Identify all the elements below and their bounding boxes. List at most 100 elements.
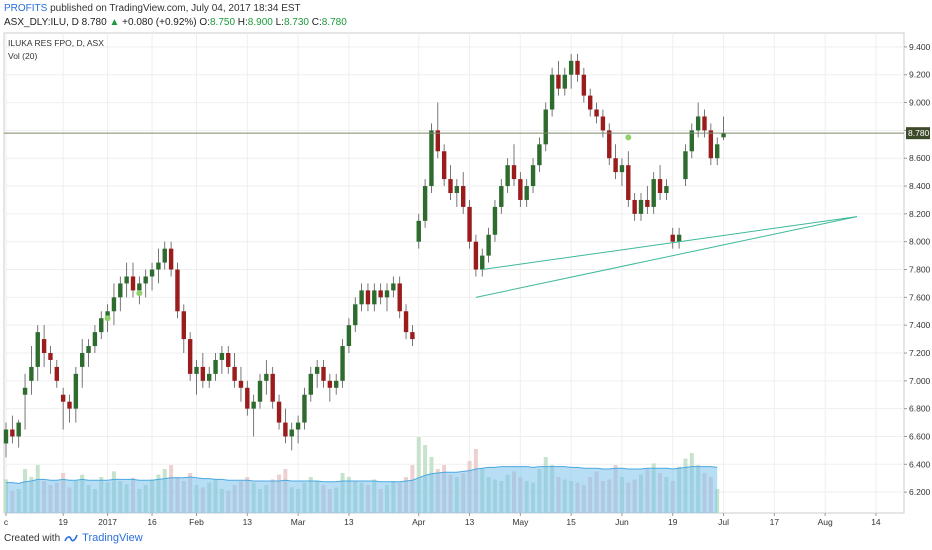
candle-body — [54, 366, 59, 381]
candle-body — [575, 60, 580, 75]
tradingview-brand[interactable]: TradingView — [82, 532, 143, 544]
close-value: 8.780 — [321, 17, 347, 28]
candle — [156, 248, 161, 284]
candle — [410, 325, 415, 347]
candle — [632, 193, 637, 221]
time-tick-label: 13 — [465, 517, 475, 527]
candle-body — [308, 373, 313, 395]
candle — [645, 186, 650, 214]
candle — [613, 144, 618, 180]
candle-body — [80, 353, 85, 367]
candle-body — [562, 74, 567, 89]
candle-body — [29, 366, 34, 381]
candle-body — [461, 186, 466, 207]
candle-body — [111, 297, 117, 312]
candle — [403, 304, 409, 340]
candle-body — [226, 353, 231, 367]
candle — [715, 137, 720, 166]
time-tick-label: Aug — [818, 517, 833, 527]
candle-body — [435, 130, 440, 152]
time-tick-label: 14 — [871, 517, 881, 527]
time-axis[interactable]: c 19 2017 16 Feb 13 Mar 13 Apr 13 May 15 Jun 19 Jul 17 A… — [4, 513, 881, 527]
candle-body — [492, 206, 498, 235]
candle — [232, 353, 237, 388]
signal-dot — [104, 315, 111, 322]
price-tick-label: 8.200 — [909, 209, 931, 219]
candle — [556, 60, 561, 96]
candle-body — [613, 158, 618, 173]
candle-body — [73, 373, 79, 409]
candle — [505, 158, 510, 193]
candle-body — [86, 346, 91, 353]
price-tick-label: 6.200 — [909, 487, 931, 497]
candle — [359, 283, 364, 312]
low-label: L: — [275, 17, 284, 28]
high-label: H: — [237, 17, 248, 28]
candle — [568, 53, 574, 89]
candle-body — [594, 109, 599, 117]
candle — [92, 325, 98, 353]
candle — [378, 283, 383, 305]
candle — [689, 123, 694, 159]
candle-body — [359, 290, 364, 305]
candle-body — [422, 186, 428, 221]
candle-body — [334, 380, 339, 388]
candle-body — [626, 165, 631, 200]
candle-body — [327, 380, 333, 388]
candle-body — [670, 234, 675, 242]
low-value: 8.730 — [283, 17, 309, 28]
candle — [486, 227, 491, 263]
candle — [511, 144, 517, 187]
candle — [302, 387, 307, 430]
candle — [283, 408, 288, 444]
candle — [327, 373, 333, 402]
candle-body — [276, 401, 282, 423]
candle — [111, 283, 117, 326]
candle-body — [340, 346, 345, 381]
time-tick-label: 19 — [668, 517, 678, 527]
grid — [4, 33, 904, 513]
candle-body — [270, 373, 275, 402]
candle-body — [137, 283, 142, 291]
current-price-tag: 8.780 — [906, 127, 930, 140]
candle-body — [105, 311, 110, 319]
candle-body — [473, 241, 479, 270]
ohlc-header: ASX_DLY:ILU, D 8.780 ▲ +0.080 (+0.92%) O… — [4, 17, 347, 28]
candle-body — [257, 380, 263, 402]
candle-body — [213, 359, 218, 374]
candle — [657, 165, 663, 200]
time-tick-label: Mar — [291, 517, 306, 527]
candle-body — [162, 248, 167, 263]
author-link[interactable]: PROFITS — [4, 3, 48, 14]
candle — [397, 276, 402, 319]
candle-body — [16, 422, 21, 437]
price-tick-label: 6.800 — [909, 404, 931, 414]
candle — [626, 151, 631, 207]
candle — [289, 422, 294, 451]
candle-body — [67, 401, 72, 409]
candle — [35, 325, 40, 381]
price-chart[interactable]: 9.4009.2009.0008.8008.6008.4008.2008.000… — [0, 30, 932, 530]
candle-body — [619, 165, 625, 173]
candle-body — [264, 373, 269, 381]
candle — [346, 318, 352, 353]
candle-body — [321, 366, 326, 381]
trendlines[interactable] — [475, 216, 858, 298]
price-tag-label: 8.780 — [908, 128, 930, 138]
candle-body — [537, 144, 542, 166]
trendline — [482, 216, 857, 271]
candle-body — [3, 429, 9, 444]
candle-body — [600, 116, 606, 131]
candle — [175, 262, 180, 319]
candle-body — [448, 179, 453, 193]
volume-bar — [416, 437, 421, 513]
price-tick-label: 8.400 — [909, 181, 931, 191]
tradingview-logo-icon — [64, 534, 78, 542]
candle-body — [556, 74, 561, 89]
price-axis[interactable]: 9.4009.2009.0008.8008.6008.4008.2008.000… — [904, 42, 931, 497]
candle-body — [238, 380, 244, 388]
candle — [80, 339, 85, 388]
candle-body — [651, 179, 656, 207]
signal-markers — [104, 134, 632, 322]
candle-body — [295, 422, 301, 430]
